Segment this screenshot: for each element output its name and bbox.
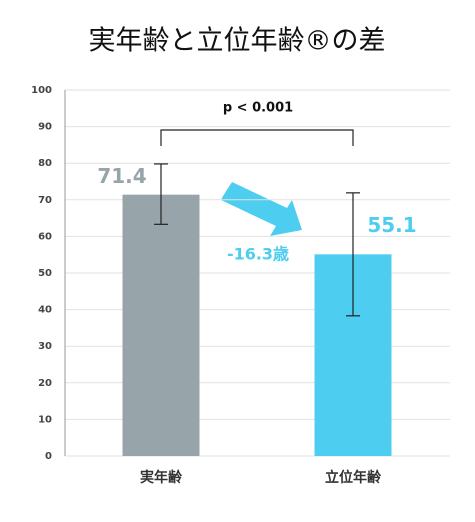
- x-tick-label: 実年齢: [140, 469, 183, 486]
- y-tick-label: 60: [38, 231, 52, 242]
- bar: [122, 194, 200, 456]
- y-tick-label: 40: [38, 305, 52, 316]
- y-tick-label: 70: [38, 195, 52, 206]
- x-tick-label: 立位年齢: [325, 469, 382, 486]
- significance-label: p < 0.001: [223, 101, 293, 116]
- significance-bracket: [160, 129, 354, 146]
- y-tick-label: 80: [38, 158, 52, 169]
- value-label: 71.4: [97, 164, 146, 188]
- y-tick-label: 100: [31, 85, 52, 96]
- chart-title: 実年齢と立位年齢®の差: [89, 26, 386, 57]
- arrow: [221, 182, 302, 236]
- y-tick-label: 50: [38, 268, 52, 279]
- y-tick-label: 30: [38, 341, 52, 352]
- value-label: 55.1: [367, 213, 416, 237]
- y-tick-label: 10: [38, 414, 52, 425]
- y-tick-label: 20: [38, 378, 52, 389]
- difference-label: -16.3歳: [227, 245, 289, 264]
- y-tick-label: 0: [45, 451, 52, 462]
- y-tick-label: 90: [38, 122, 52, 133]
